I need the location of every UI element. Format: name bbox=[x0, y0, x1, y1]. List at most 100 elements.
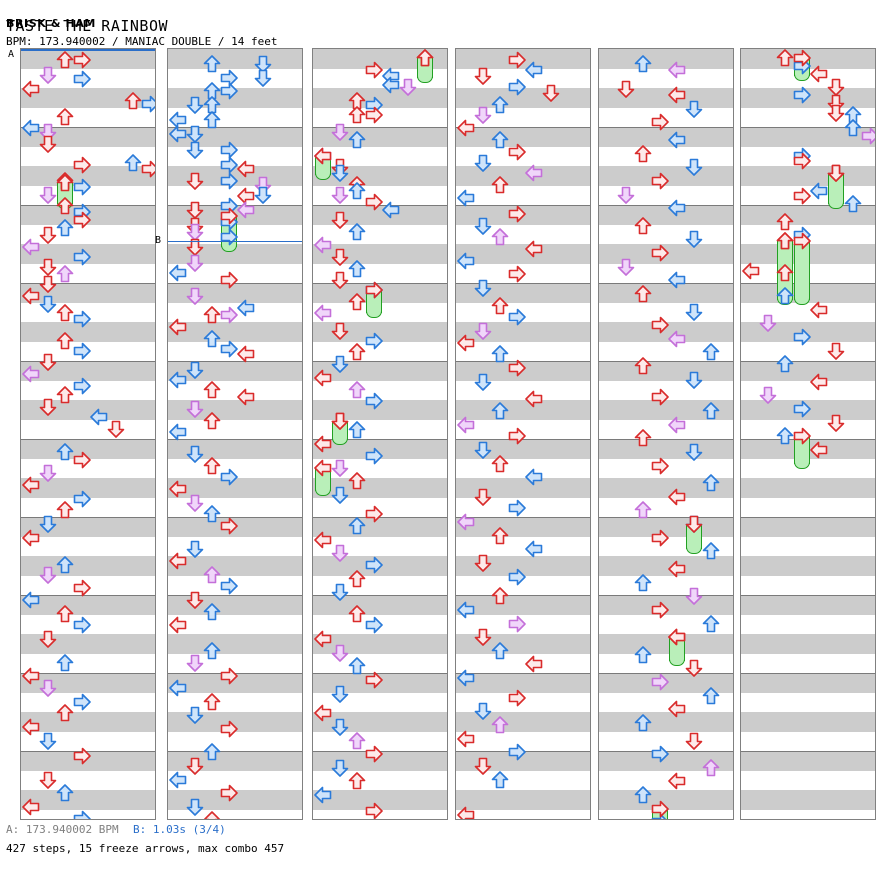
note-arrow-right[interactable] bbox=[365, 616, 383, 634]
note-arrow-left[interactable] bbox=[314, 304, 332, 322]
note-arrow-up[interactable] bbox=[348, 569, 366, 588]
note-arrow-right[interactable] bbox=[651, 601, 669, 619]
note-arrow-up[interactable] bbox=[634, 501, 652, 519]
note-arrow-down[interactable] bbox=[617, 258, 635, 276]
note-arrow-down[interactable] bbox=[186, 287, 204, 305]
note-arrow-right[interactable] bbox=[220, 517, 238, 535]
note-arrow-up[interactable] bbox=[56, 386, 74, 404]
note-arrow-right[interactable] bbox=[73, 747, 91, 765]
note-arrow-right[interactable] bbox=[365, 671, 383, 689]
note-arrow-right[interactable] bbox=[508, 265, 526, 283]
note-arrow-down[interactable] bbox=[474, 488, 492, 506]
note-arrow-left[interactable] bbox=[169, 125, 187, 143]
note-arrow-left[interactable] bbox=[169, 318, 187, 336]
freeze-arrow-body[interactable] bbox=[366, 290, 382, 319]
note-arrow-right[interactable] bbox=[861, 127, 875, 145]
note-arrow-down[interactable] bbox=[39, 630, 57, 648]
note-arrow-up[interactable] bbox=[491, 641, 509, 660]
note-arrow-left[interactable] bbox=[22, 119, 40, 137]
note-arrow-up[interactable] bbox=[702, 686, 720, 705]
note-arrow-up[interactable] bbox=[348, 105, 366, 124]
note-arrow-right[interactable] bbox=[508, 689, 526, 707]
note-arrow-left[interactable] bbox=[668, 330, 686, 348]
note-arrow-up[interactable] bbox=[56, 556, 74, 574]
freeze-arrow-body[interactable] bbox=[669, 637, 685, 666]
chart-column[interactable] bbox=[598, 48, 734, 820]
note-arrow-right[interactable] bbox=[793, 400, 811, 418]
note-arrow-left[interactable] bbox=[237, 160, 255, 178]
note-arrow-down[interactable] bbox=[39, 135, 57, 153]
note-arrow-left[interactable] bbox=[22, 667, 40, 685]
note-arrow-left[interactable] bbox=[22, 287, 40, 305]
note-arrow-up[interactable] bbox=[702, 542, 720, 560]
note-arrow-right[interactable] bbox=[793, 187, 811, 205]
note-arrow-up[interactable] bbox=[491, 770, 509, 789]
note-arrow-right[interactable] bbox=[73, 810, 91, 819]
note-arrow-down[interactable] bbox=[39, 771, 57, 789]
note-arrow-up[interactable] bbox=[634, 645, 652, 664]
note-arrow-right[interactable] bbox=[508, 143, 526, 161]
freeze-arrow-head-left[interactable] bbox=[314, 459, 332, 477]
freeze-arrow-head-down[interactable] bbox=[827, 164, 845, 182]
note-arrow-up[interactable] bbox=[124, 92, 142, 110]
note-arrow-right[interactable] bbox=[73, 51, 91, 69]
freeze-arrow-head-right[interactable] bbox=[793, 232, 811, 250]
note-arrow-down[interactable] bbox=[186, 361, 204, 379]
note-arrow-right[interactable] bbox=[651, 745, 669, 763]
note-arrow-up[interactable] bbox=[348, 131, 366, 149]
note-arrow-down[interactable] bbox=[331, 644, 349, 662]
note-arrow-up[interactable] bbox=[348, 421, 366, 439]
note-arrow-right[interactable] bbox=[651, 673, 669, 691]
note-arrow-up[interactable] bbox=[56, 784, 74, 802]
note-arrow-up[interactable] bbox=[491, 587, 509, 605]
note-arrow-left[interactable] bbox=[22, 476, 40, 494]
note-arrow-down[interactable] bbox=[39, 679, 57, 697]
note-arrow-right[interactable] bbox=[508, 205, 526, 223]
note-arrow-right[interactable] bbox=[73, 211, 91, 229]
note-arrow-up[interactable] bbox=[203, 380, 221, 399]
note-arrow-left[interactable] bbox=[457, 119, 475, 137]
note-arrow-down[interactable] bbox=[186, 706, 204, 724]
note-arrow-down[interactable] bbox=[254, 55, 272, 73]
note-arrow-up[interactable] bbox=[702, 402, 720, 420]
note-arrow-down[interactable] bbox=[474, 702, 492, 721]
note-arrow-left[interactable] bbox=[169, 771, 187, 789]
note-arrow-left[interactable] bbox=[457, 806, 475, 819]
note-arrow-up[interactable] bbox=[203, 456, 221, 475]
note-arrow-left[interactable] bbox=[22, 798, 40, 816]
note-arrow-down[interactable] bbox=[474, 554, 492, 572]
note-arrow-up[interactable] bbox=[491, 296, 509, 315]
note-arrow-left[interactable] bbox=[314, 704, 332, 722]
note-arrow-right[interactable] bbox=[508, 499, 526, 517]
note-arrow-up[interactable] bbox=[844, 119, 862, 137]
freeze-arrow-head-right[interactable] bbox=[651, 800, 669, 818]
note-arrow-right[interactable] bbox=[793, 328, 811, 346]
note-arrow-up[interactable] bbox=[124, 154, 142, 172]
note-arrow-right[interactable] bbox=[508, 78, 526, 96]
note-arrow-left[interactable] bbox=[525, 164, 543, 182]
note-arrow-left[interactable] bbox=[668, 271, 686, 289]
note-arrow-up[interactable] bbox=[348, 472, 366, 490]
note-arrow-right[interactable] bbox=[220, 468, 238, 486]
note-arrow-left[interactable] bbox=[169, 371, 187, 389]
note-arrow-down[interactable] bbox=[685, 100, 703, 118]
note-arrow-left[interactable] bbox=[22, 80, 40, 98]
note-arrow-down[interactable] bbox=[331, 211, 349, 229]
note-arrow-right[interactable] bbox=[73, 70, 91, 88]
freeze-arrow-head-right[interactable] bbox=[793, 49, 811, 67]
note-arrow-right[interactable] bbox=[220, 82, 238, 100]
note-arrow-down[interactable] bbox=[474, 757, 492, 775]
note-arrow-right[interactable] bbox=[508, 51, 526, 69]
note-arrow-left[interactable] bbox=[525, 390, 543, 408]
note-arrow-down[interactable] bbox=[331, 685, 349, 703]
note-arrow-down[interactable] bbox=[474, 441, 492, 459]
note-arrow-up[interactable] bbox=[56, 51, 74, 69]
note-arrow-down[interactable] bbox=[617, 186, 635, 204]
note-arrow-right[interactable] bbox=[220, 667, 238, 685]
note-arrow-left[interactable] bbox=[525, 61, 543, 79]
note-arrow-left[interactable] bbox=[810, 441, 828, 459]
note-arrow-left[interactable] bbox=[668, 416, 686, 434]
note-arrow-left[interactable] bbox=[22, 365, 40, 383]
note-arrow-down[interactable] bbox=[331, 248, 349, 266]
note-arrow-down[interactable] bbox=[474, 217, 492, 235]
